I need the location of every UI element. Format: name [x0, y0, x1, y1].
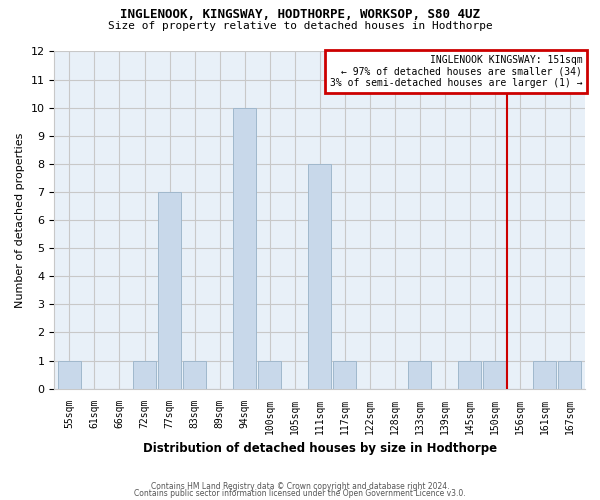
Text: INGLENOOK KINGSWAY: 151sqm
← 97% of detached houses are smaller (34)
3% of semi-: INGLENOOK KINGSWAY: 151sqm ← 97% of deta… [330, 55, 583, 88]
Bar [333, 360, 356, 388]
Y-axis label: Number of detached properties: Number of detached properties [15, 132, 25, 308]
Bar [58, 360, 81, 388]
Bar [133, 360, 156, 388]
Bar [559, 360, 581, 388]
Text: INGLENOOK, KINGSWAY, HODTHORPE, WORKSOP, S80 4UZ: INGLENOOK, KINGSWAY, HODTHORPE, WORKSOP,… [120, 8, 480, 20]
Bar [458, 360, 481, 388]
Bar [233, 108, 256, 388]
Text: Contains public sector information licensed under the Open Government Licence v3: Contains public sector information licen… [134, 490, 466, 498]
Text: Contains HM Land Registry data © Crown copyright and database right 2024.: Contains HM Land Registry data © Crown c… [151, 482, 449, 491]
Bar [409, 360, 431, 388]
X-axis label: Distribution of detached houses by size in Hodthorpe: Distribution of detached houses by size … [143, 442, 497, 455]
Bar [533, 360, 556, 388]
Bar [308, 164, 331, 388]
Bar [158, 192, 181, 388]
Bar [258, 360, 281, 388]
Bar [183, 360, 206, 388]
Bar [484, 360, 506, 388]
Text: Size of property relative to detached houses in Hodthorpe: Size of property relative to detached ho… [107, 21, 493, 31]
